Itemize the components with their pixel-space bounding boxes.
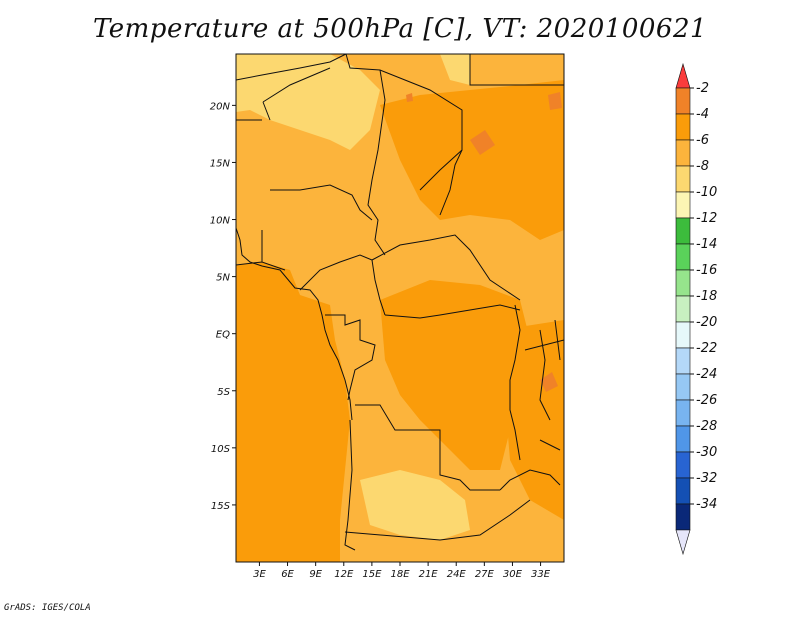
colorbar-segment: [675, 87, 691, 115]
colorbar-segment: [675, 113, 691, 141]
colorbar-segment: [675, 321, 691, 349]
colorbar-segment: [675, 191, 691, 219]
warm-region-northeast: [380, 80, 564, 240]
lat-tick-label: 10N: [210, 216, 231, 227]
colorbar-segment: [675, 165, 691, 193]
cool-region-ne-top: [440, 54, 470, 85]
grads-credit: GrADS: IGES/COLA: [4, 603, 91, 613]
cool-region-north: [236, 54, 380, 150]
lat-tick-label: 15S: [211, 501, 231, 512]
colorbar-segment: [675, 451, 691, 479]
country-borders: [235, 53, 565, 551]
colorbar-label: -30: [696, 445, 717, 460]
lon-tick-label: 9E: [309, 569, 322, 580]
colorbar-top-arrow: [675, 62, 691, 89]
colorbar-segment: [675, 295, 691, 323]
colorbar-label: -22: [696, 341, 717, 356]
lon-tick-label: 21E: [419, 569, 439, 580]
colorbar-label: -8: [696, 159, 709, 174]
lat-tick-label: 20N: [210, 101, 231, 112]
colorbar-segment: [675, 217, 691, 245]
colorbar-label: -24: [696, 367, 717, 382]
colorbar-segment: [675, 269, 691, 297]
warm-region-center: [380, 280, 530, 470]
lon-tick-label: 27E: [475, 569, 495, 580]
lat-tick-label: 5N: [216, 273, 230, 284]
colorbar-label: -14: [696, 237, 717, 252]
colorbar-label: -32: [696, 471, 717, 486]
colorbar-label: -4: [696, 107, 709, 122]
colorbar-bottom-arrow: [675, 529, 691, 556]
warm-region-west: [236, 262, 350, 562]
lon-tick-label: 18E: [390, 569, 410, 580]
colorbar-label: -18: [696, 289, 717, 304]
colorbar-label: -12: [696, 211, 717, 226]
map-panel: [235, 53, 565, 563]
colorbar-segment: [675, 477, 691, 505]
warm-region-east: [500, 320, 564, 520]
colorbar: -2 -4 -6 -8 -10 -12 -14 -16 -18 -20 -22 -24 -26 -28 -3…: [675, 62, 717, 556]
colorbar-label: -26: [696, 393, 717, 408]
colorbar-segment: [675, 503, 691, 531]
lon-tick-label: 30E: [503, 569, 523, 580]
hot-spot-sudan: [470, 130, 495, 155]
lon-tick-label: 3E: [253, 569, 266, 580]
lat-tick-label: 5S: [217, 387, 230, 398]
hot-spot-kenya: [540, 372, 558, 392]
lat-tick-label: 15N: [210, 158, 231, 169]
colorbar-label: -34: [696, 497, 717, 512]
lat-tick-label: EQ: [216, 330, 230, 341]
colorbar-label: -6: [696, 133, 709, 148]
lon-tick-label: 33E: [531, 569, 551, 580]
lon-tick-label: 24E: [447, 569, 467, 580]
colorbar-segment: [675, 373, 691, 401]
lon-tick-label: 6E: [281, 569, 294, 580]
coastline: [235, 227, 353, 421]
lon-tick-label: 12E: [334, 569, 354, 580]
longitude-axis: 3E 6E 9E 12E 15E 18E 21E 24E 27E 30E 33E: [253, 562, 551, 580]
cool-region-south: [360, 470, 470, 540]
colorbar-label: -16: [696, 263, 717, 278]
colorbar-segment: [675, 347, 691, 375]
colorbar-label: -2: [696, 81, 709, 96]
hot-spot-libya: [406, 93, 413, 102]
colorbar-label: -28: [696, 419, 717, 434]
colorbar-segment: [675, 425, 691, 453]
colorbar-label: -20: [696, 315, 717, 330]
colorbar-label: -10: [696, 185, 717, 200]
lon-tick-label: 15E: [362, 569, 382, 580]
lat-tick-label: 10S: [211, 444, 231, 455]
colorbar-segment: [675, 139, 691, 167]
latitude-axis: 20N 15N 10N 5N EQ 5S 10S 15S: [210, 101, 236, 512]
colorbar-segment: [675, 243, 691, 271]
hot-spot-egypt: [548, 92, 562, 110]
colorbar-segment: [675, 399, 691, 427]
chart-title: Temperature at 500hPa [C], VT: 202010062…: [92, 14, 708, 44]
